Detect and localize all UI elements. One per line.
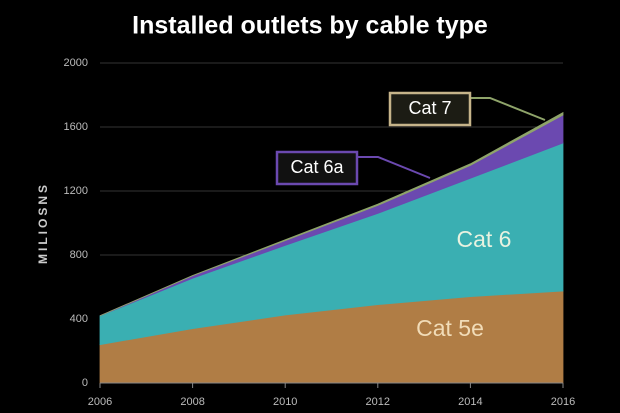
area: [99, 111, 564, 317]
chart-title: Installed outlets by cable type: [132, 12, 488, 40]
series-label: Cat 6: [457, 226, 512, 252]
y-tick-label: 400: [70, 313, 88, 325]
series-label: Cat 7: [408, 98, 451, 118]
y-tick-label: 1200: [64, 185, 88, 197]
series-label: Cat 6a: [290, 157, 344, 177]
x-tick-label: 2016: [551, 396, 575, 408]
x-tick-label: 2006: [88, 396, 112, 408]
x-tick-label: 2010: [273, 396, 297, 408]
label-box: [275, 150, 359, 186]
y-tick-label: 2000: [64, 57, 88, 69]
leader-line: [470, 97, 546, 121]
y-tick-label: 800: [70, 249, 88, 261]
x-tick-label: 2008: [180, 396, 204, 408]
y-tick-label: 0: [82, 377, 88, 389]
x-tick-label: 2014: [458, 396, 482, 408]
y-axis-label: MILIOSNS: [36, 182, 50, 264]
series-label: Cat 5e: [416, 315, 484, 341]
x-tick-label: 2012: [366, 396, 390, 408]
label-box: [388, 91, 472, 127]
leader-line: [357, 156, 431, 179]
y-tick-label: 1600: [64, 121, 88, 133]
